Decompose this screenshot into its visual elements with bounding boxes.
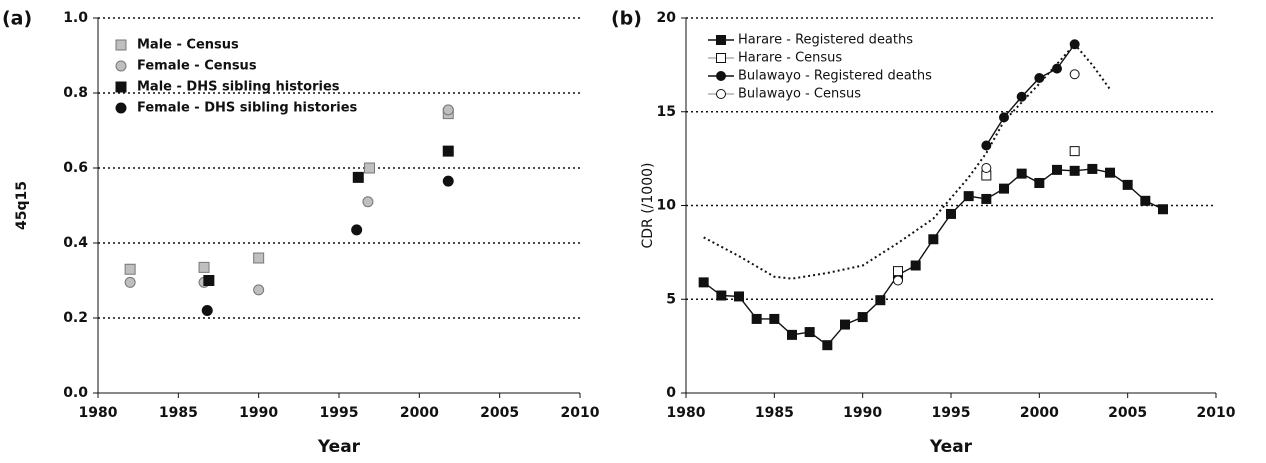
marker [1069,165,1080,176]
y-tick-label: 0.0 [63,385,88,401]
legend-label: Harare - Census [738,51,842,66]
x-tick-label: 2000 [1020,405,1059,421]
marker [362,196,374,208]
marker [351,224,363,236]
marker [1140,195,1151,206]
x-tick-label: 1990 [239,405,278,421]
marker [352,171,364,183]
x-tick-label: 2000 [400,405,439,421]
marker [928,234,939,245]
x-tick-label: 1980 [667,405,706,421]
marker [124,263,136,275]
x-tick-label: 1995 [932,405,971,421]
legend-label: Female - Census [137,59,257,74]
y-axis-title: 45q15 [14,181,30,230]
marker [442,175,454,187]
legend-marker [115,81,127,93]
y-tick-label: 15 [657,104,676,120]
marker [1087,163,1098,174]
marker [822,340,833,351]
y-tick-label: 0.6 [63,160,88,176]
dotted-line [703,42,1111,280]
series-line [985,43,1076,146]
legend-marker [115,60,127,72]
legend-label: Bulawayo - Registered deaths [738,69,932,84]
legend-label: Male - DHS sibling histories [137,80,340,95]
legend-marker [716,35,726,45]
marker [1016,168,1027,179]
marker [1034,178,1045,188]
marker [253,284,265,296]
x-axis-title: Year [929,437,973,457]
marker [804,327,815,338]
marker [857,312,868,323]
marker [198,261,210,273]
marker [442,145,454,157]
legend-label: Harare - Registered deaths [738,33,913,48]
legend-marker [716,71,726,81]
legend-marker [716,89,726,99]
marker [124,276,136,288]
marker [1158,204,1168,215]
marker [1069,146,1080,157]
legend-label: Female - DHS sibling histories [137,101,358,116]
x-tick-label: 1990 [843,405,882,421]
panel-label: (b) [611,8,642,30]
marker [1052,164,1062,175]
marker [893,266,903,277]
marker [1105,167,1115,178]
marker [981,163,992,173]
marker [716,290,727,301]
marker [910,260,921,271]
marker [840,319,850,330]
marker [1122,179,1133,190]
y-tick-label: 0 [666,385,676,401]
x-tick-label: 2010 [1197,405,1236,421]
x-axis-title: Year [317,437,361,457]
marker [698,277,709,288]
marker [201,305,213,316]
legend-marker [716,53,726,63]
y-tick-label: 5 [666,291,676,307]
y-tick-label: 0.2 [63,310,88,326]
y-axis-title: CDR (/1000) [640,162,656,248]
y-tick-label: 1.0 [63,10,88,26]
y-tick-label: 20 [657,10,677,26]
legend-label: Male - Census [137,38,239,53]
marker [787,329,797,340]
marker [946,208,956,219]
marker [1069,69,1080,80]
marker [1052,63,1062,74]
y-tick-label: 10 [657,198,677,214]
legend-marker [115,39,127,51]
x-tick-label: 2005 [480,405,519,421]
x-tick-label: 2010 [561,405,600,421]
x-tick-label: 1985 [159,405,198,421]
legend-label: Bulawayo - Census [738,87,861,102]
marker [999,183,1009,194]
marker [734,291,744,302]
legend-marker [115,102,127,114]
y-tick-label: 0.8 [63,85,88,101]
x-tick-label: 1995 [320,405,359,421]
marker [442,104,454,116]
marker [875,295,886,306]
marker [203,275,215,286]
marker [963,191,974,202]
marker [893,275,903,286]
x-tick-label: 1980 [79,405,118,421]
marker [364,162,376,174]
marker [253,252,265,264]
marker [981,193,992,204]
marker [751,313,762,324]
x-tick-label: 1985 [755,405,794,421]
y-tick-label: 0.4 [63,235,88,251]
x-tick-label: 2005 [1108,405,1147,421]
marker [769,313,780,324]
panel-label: (a) [2,8,32,30]
